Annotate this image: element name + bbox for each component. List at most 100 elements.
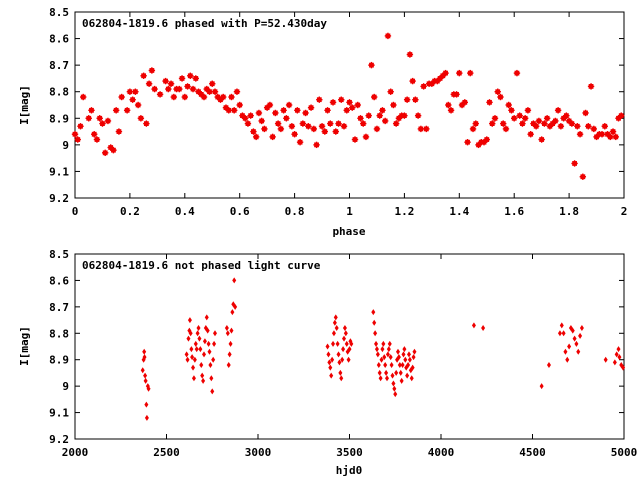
- data-point: [178, 75, 186, 82]
- data-point: [110, 146, 117, 154]
- data-point: [396, 354, 401, 361]
- data-point: [197, 335, 202, 342]
- data-point: [406, 362, 411, 368]
- y-tick-label: 8.9: [49, 354, 69, 367]
- data-point: [224, 325, 229, 331]
- data-point: [140, 367, 145, 374]
- data-point: [231, 107, 238, 114]
- data-point: [532, 123, 540, 130]
- data-point: [570, 327, 575, 334]
- x-axis-label: phase: [332, 225, 365, 238]
- data-point: [543, 115, 551, 122]
- data-point: [334, 325, 339, 331]
- data-point: [151, 85, 158, 93]
- data-point: [165, 85, 172, 93]
- data-point: [233, 303, 238, 310]
- data-point: [567, 343, 572, 350]
- y-tick-label: 8.9: [49, 112, 69, 125]
- data-point: [342, 325, 347, 331]
- data-point: [187, 317, 192, 324]
- y-tick-label: 8.5: [49, 248, 69, 261]
- x-tick-label: 1.4: [449, 205, 469, 218]
- data-point: [612, 133, 619, 141]
- data-point: [380, 346, 385, 353]
- data-point: [193, 340, 198, 347]
- data-point: [579, 173, 587, 180]
- data-point: [209, 375, 214, 382]
- data-point: [500, 120, 507, 127]
- data-point: [227, 351, 232, 358]
- data-point: [272, 109, 279, 117]
- data-point: [483, 136, 490, 143]
- data-point: [225, 330, 230, 337]
- data-point: [527, 131, 534, 138]
- data-point: [376, 362, 381, 368]
- data-point: [335, 120, 342, 127]
- data-point: [255, 109, 263, 117]
- data-point: [134, 101, 142, 109]
- data-point: [403, 96, 411, 103]
- data-point: [409, 77, 416, 85]
- data-point: [379, 107, 386, 114]
- data-point: [85, 115, 92, 122]
- data-point: [374, 340, 379, 347]
- data-point: [603, 356, 608, 363]
- data-point: [327, 120, 334, 127]
- data-point: [115, 128, 123, 135]
- data-point: [554, 107, 562, 114]
- data-point: [354, 101, 361, 109]
- y-tick-label: 9: [62, 139, 69, 152]
- data-point: [386, 346, 391, 353]
- data-point: [228, 340, 233, 347]
- data-point: [225, 107, 232, 114]
- data-point: [341, 346, 346, 353]
- data-point: [211, 88, 219, 95]
- data-point: [392, 385, 397, 392]
- data-point: [342, 335, 347, 342]
- data-point: [207, 348, 212, 355]
- data-point: [405, 372, 410, 379]
- y-tick-label: 8.8: [49, 86, 69, 99]
- data-point: [96, 115, 103, 122]
- data-point: [326, 351, 331, 358]
- x-tick-label: 0.8: [285, 205, 305, 218]
- data-point: [228, 93, 235, 101]
- data-point: [552, 117, 559, 125]
- data-point: [91, 131, 98, 138]
- data-point: [375, 351, 380, 358]
- data-point: [414, 112, 422, 119]
- data-point: [200, 93, 208, 101]
- data-point: [368, 61, 375, 69]
- data-point: [338, 369, 343, 376]
- data-point: [258, 117, 265, 125]
- data-point: [582, 109, 589, 117]
- data-point: [590, 125, 598, 133]
- data-point: [576, 131, 584, 138]
- data-point: [559, 322, 564, 329]
- data-point: [494, 88, 501, 95]
- y-tick-label: 8.7: [49, 301, 69, 314]
- data-point: [389, 362, 394, 368]
- data-point: [407, 356, 412, 363]
- data-point: [188, 330, 193, 337]
- data-point: [288, 123, 296, 130]
- data-point: [329, 372, 334, 379]
- data-point: [378, 375, 383, 382]
- data-point: [202, 338, 207, 345]
- data-point: [486, 99, 493, 106]
- x-tick-label: 3000: [245, 446, 272, 459]
- data-point: [502, 125, 510, 133]
- data-point: [142, 348, 147, 355]
- data-point: [519, 120, 526, 127]
- data-point: [118, 93, 125, 101]
- data-points: [140, 277, 626, 421]
- data-points: [71, 32, 625, 180]
- data-point: [565, 356, 570, 363]
- data-point: [563, 348, 568, 355]
- data-point: [371, 93, 378, 101]
- y-tick-label: 9: [62, 380, 69, 393]
- data-point: [612, 359, 617, 366]
- data-point: [229, 327, 234, 334]
- data-point: [132, 88, 139, 95]
- y-tick-label: 8.7: [49, 59, 69, 72]
